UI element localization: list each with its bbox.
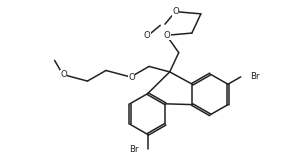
Text: O: O: [164, 31, 171, 40]
Text: Br: Br: [250, 72, 259, 81]
Text: O: O: [144, 31, 150, 40]
Text: Br: Br: [129, 145, 139, 154]
Text: O: O: [60, 70, 67, 79]
Text: O: O: [128, 73, 135, 82]
Text: O: O: [172, 7, 179, 16]
